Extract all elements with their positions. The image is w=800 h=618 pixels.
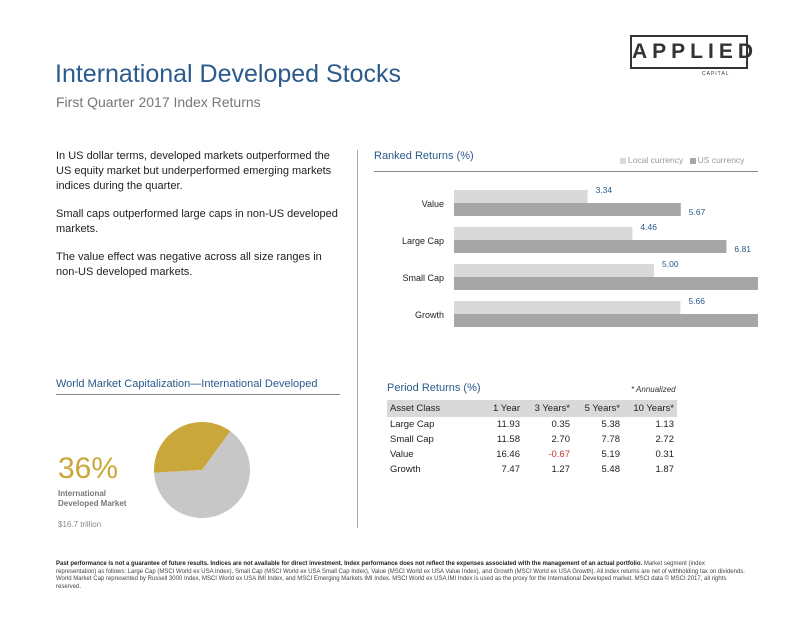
cell-asset: Value <box>390 449 414 460</box>
legend-local-swatch <box>620 157 626 164</box>
pie-slice-intl-developed <box>154 422 231 473</box>
header-3-years: 3 Years* <box>523 400 573 417</box>
period-returns-title: Period Returns (%) <box>387 382 481 394</box>
footer-text: Market segment (index representation) as… <box>56 561 745 590</box>
header-10-years: 10 Years* <box>623 400 677 417</box>
category-label: Growth <box>415 310 444 320</box>
category-label: Value <box>422 199 444 209</box>
bar-local <box>454 301 681 314</box>
intl-developed-label: International Developed Market <box>58 489 127 508</box>
cell-1y: 16.46 <box>496 449 520 460</box>
applied-logo: APPLIED <box>630 35 753 69</box>
table-header-row: Asset Class 1 Year 3 Years* 5 Years* 10 … <box>387 400 677 417</box>
ranked-title-rule <box>374 171 758 172</box>
cell-3y: 1.27 <box>551 464 571 475</box>
category-label: Small Cap <box>402 273 444 283</box>
bar-us <box>454 314 758 327</box>
annualized-note: * Annualized <box>631 385 676 394</box>
ranked-legend: Local currency US currency <box>620 155 744 165</box>
category-label: Large Cap <box>402 236 444 246</box>
vertical-divider <box>357 150 358 528</box>
cell-asset: Growth <box>390 464 421 475</box>
header-asset-class: Asset Class <box>387 400 473 417</box>
cell-asset: Small Cap <box>390 434 434 445</box>
cell-1y: 11.58 <box>496 434 520 445</box>
data-label: 3.34 <box>596 185 613 195</box>
data-label: 4.46 <box>640 222 657 232</box>
intro-paragraph-3: The value effect was negative across all… <box>56 251 322 278</box>
bar-us <box>454 240 727 253</box>
cell-5y: 7.78 <box>601 434 621 445</box>
footer-bold-text: Past performance is not a guarantee of f… <box>56 561 643 567</box>
table-row: Large Cap 11.93 0.35 5.38 1.13 <box>387 417 677 432</box>
intro-paragraph-2: Small caps outperformed large caps in no… <box>56 208 338 235</box>
bar-local <box>454 190 588 203</box>
cell-10y: 0.31 <box>655 449 675 460</box>
data-label: 5.67 <box>689 207 706 217</box>
pie-slice-other <box>154 431 250 518</box>
applied-logo-subtext: CAPITAL <box>700 71 732 77</box>
cell-asset: Large Cap <box>390 419 435 430</box>
cell-5y: 5.19 <box>601 449 621 460</box>
bar-us <box>454 203 681 216</box>
world-market-cap-rule <box>56 394 340 395</box>
cell-3y: 0.35 <box>551 419 571 430</box>
ranked-returns-chart: Value 3.34 5.67 Large Cap 4.46 6.81 Small Cap 5… <box>402 185 758 327</box>
world-market-cap-title: World Market Capitalization—Internationa… <box>56 378 318 390</box>
intl-developed-value: $16.7 trillion <box>58 520 102 529</box>
data-label: 6.81 <box>734 244 751 254</box>
page-title: International Developed Stocks <box>55 60 402 88</box>
bar-local <box>454 264 654 277</box>
intro-paragraph-1: In US dollar terms, developed markets ou… <box>56 150 332 192</box>
bar-local <box>454 227 633 240</box>
cell-5y: 5.48 <box>601 464 621 475</box>
ranked-returns-title: Ranked Returns (%) <box>374 150 474 162</box>
page-subtitle: First Quarter 2017 Index Returns <box>56 94 261 110</box>
table-row: Small Cap 11.58 2.70 7.78 2.72 <box>387 432 677 447</box>
cell-10y: 1.87 <box>655 464 675 475</box>
cell-3y: 2.70 <box>551 434 571 445</box>
bar-us <box>454 277 758 290</box>
table-row: Growth 7.47 1.27 5.48 1.87 <box>387 462 677 477</box>
footer-disclosure: Past performance is not a guarantee of f… <box>56 561 746 591</box>
cell-10y: 1.13 <box>655 419 675 430</box>
cell-5y: 5.38 <box>601 419 621 430</box>
cell-3y: -0.67 <box>548 449 570 460</box>
legend-us-swatch <box>689 157 696 164</box>
table-row: Value 16.46 -0.67 5.19 0.31 <box>387 447 677 462</box>
world-market-cap-pie <box>154 422 250 518</box>
cell-1y: 7.47 <box>501 464 521 475</box>
intl-developed-percent: 36% <box>58 452 119 485</box>
period-returns-table: Asset Class 1 Year 3 Years* 5 Years* 10 … <box>387 400 677 477</box>
data-label: 5.00 <box>662 259 679 269</box>
legend-us-label: US currency <box>697 155 745 165</box>
header-5-years: 5 Years* <box>573 400 623 417</box>
legend-local-label: Local currency <box>628 155 684 165</box>
cell-10y: 2.72 <box>655 434 675 445</box>
header-1-year: 1 Year <box>473 400 523 417</box>
cell-1y: 11.93 <box>496 419 520 430</box>
data-label: 5.66 <box>688 296 705 306</box>
